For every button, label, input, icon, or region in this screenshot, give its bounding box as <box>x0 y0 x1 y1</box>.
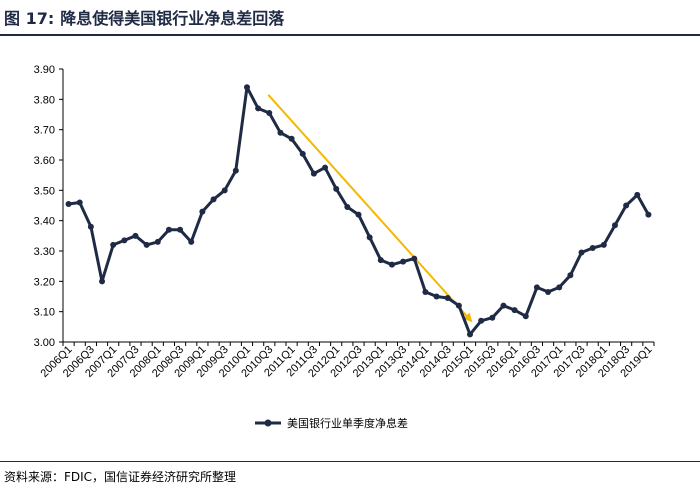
data-point <box>533 284 540 291</box>
y-tick-label: 3.30 <box>34 246 55 258</box>
data-point <box>132 232 139 239</box>
data-point <box>188 238 195 245</box>
data-point <box>199 208 206 215</box>
data-point <box>99 278 106 285</box>
data-point <box>645 211 652 218</box>
data-point <box>288 135 295 142</box>
series-line <box>67 85 650 336</box>
data-point <box>589 244 596 251</box>
figure-title-text: 降息使得美国银行业净息差回落 <box>60 9 285 28</box>
data-point <box>433 293 440 300</box>
data-point <box>266 109 273 116</box>
data-point <box>567 272 574 279</box>
data-point <box>333 185 340 192</box>
y-tick-label: 3.90 <box>34 64 55 76</box>
y-tick-label: 3.20 <box>34 276 55 288</box>
data-point <box>177 226 184 233</box>
data-point <box>87 223 94 230</box>
data-point <box>500 302 507 309</box>
data-point <box>611 222 618 229</box>
data-point <box>411 255 418 262</box>
data-point <box>154 238 161 245</box>
footer-divider <box>0 461 700 462</box>
chart-legend: 美国银行业单季度净息差 <box>255 416 408 430</box>
data-point <box>65 200 72 207</box>
data-point <box>366 234 373 241</box>
data-point <box>578 249 585 256</box>
data-point <box>355 211 362 218</box>
data-point <box>455 302 462 309</box>
data-point <box>121 237 128 244</box>
data-point <box>277 129 284 136</box>
y-tick-label: 3.60 <box>34 155 55 167</box>
data-point <box>344 204 351 211</box>
trend-arrow <box>267 94 473 323</box>
y-tick-label: 3.50 <box>34 185 55 197</box>
data-point <box>545 288 552 295</box>
data-point <box>255 105 262 112</box>
chart-axes: 3.00 3.10 3.20 3.30 3.40 3.50 3.60 3.70 3.80 3.90… <box>34 64 655 380</box>
data-point <box>110 241 117 248</box>
figure-number: 图 17: <box>4 9 55 28</box>
title-divider <box>0 34 700 36</box>
data-point <box>76 199 83 206</box>
y-tick-label: 3.40 <box>34 216 55 228</box>
data-point <box>478 317 485 324</box>
data-point <box>511 307 518 314</box>
data-point <box>600 241 607 248</box>
data-point <box>299 150 306 157</box>
data-point <box>400 258 407 265</box>
data-point <box>143 241 150 248</box>
y-tick-label: 3.00 <box>34 337 55 349</box>
y-tick-label: 3.80 <box>34 94 55 106</box>
data-point <box>243 84 250 91</box>
legend-label: 美国银行业单季度净息差 <box>287 416 408 430</box>
data-point <box>489 314 496 321</box>
data-point <box>165 226 172 233</box>
data-point <box>388 261 395 268</box>
data-point <box>232 167 239 174</box>
trend-annotation <box>267 94 473 323</box>
legend-marker <box>264 419 272 427</box>
data-point <box>444 295 451 302</box>
y-tick-label: 3.70 <box>34 125 55 137</box>
series-group <box>65 84 652 338</box>
data-point <box>377 257 384 264</box>
data-point <box>210 196 217 203</box>
data-point <box>467 331 474 338</box>
data-point <box>322 164 329 171</box>
data-point <box>556 284 563 291</box>
data-point <box>310 170 317 177</box>
y-tick-label: 3.10 <box>34 307 55 319</box>
data-point <box>623 202 630 209</box>
figure-title: 图 17: 降息使得美国银行业净息差回落 <box>4 6 284 32</box>
data-point <box>422 288 429 295</box>
data-point <box>634 191 641 198</box>
source-note: 资料来源：FDIC，国信证券经济研究所整理 <box>4 470 237 484</box>
data-point <box>221 187 228 194</box>
data-point <box>522 313 529 320</box>
